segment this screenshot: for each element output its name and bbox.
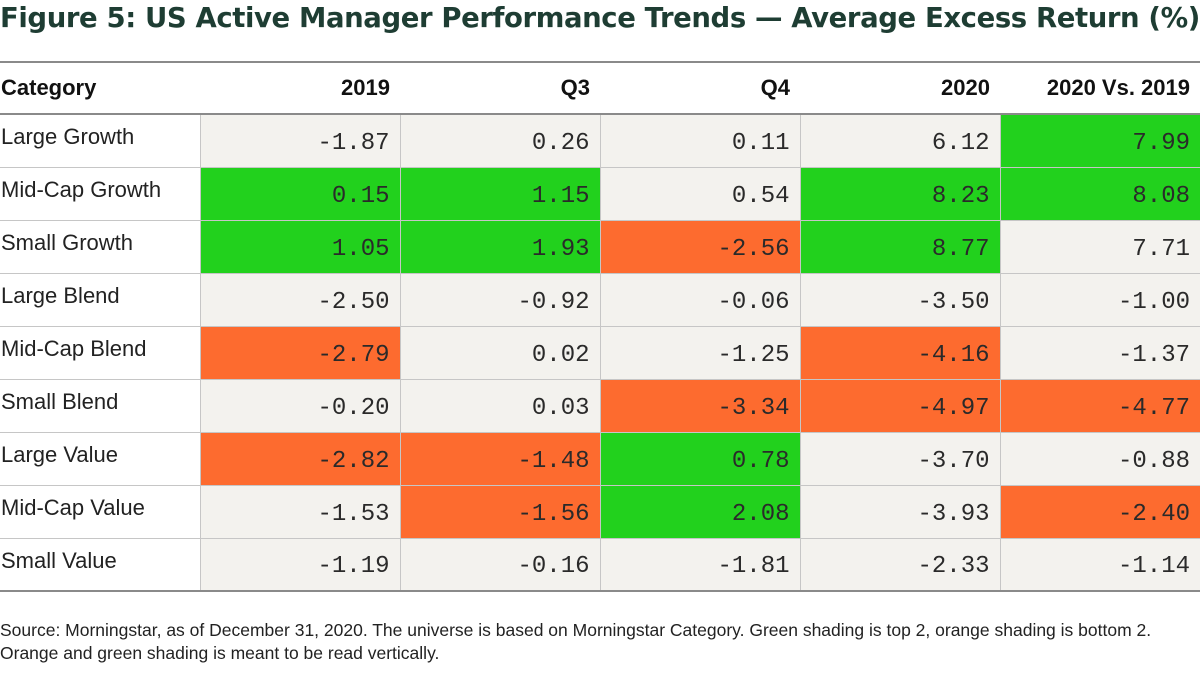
figure-title: Figure 5: US Active Manager Performance …	[0, 2, 1200, 34]
performance-table: Category 2019 Q3 Q4 2020 2020 Vs. 2019 L…	[0, 61, 1200, 592]
value-cell-2020: -3.70	[799, 431, 1000, 485]
value-cell-2020-vs-2019: 8.08	[999, 166, 1200, 220]
row-category-label: Small Value	[0, 537, 200, 592]
value-cell-2019: 1.05	[199, 219, 400, 273]
value-cell-q3: -1.48	[399, 431, 600, 485]
value-cell-2020-vs-2019: -4.77	[999, 378, 1200, 432]
row-category-label: Mid-Cap Growth	[0, 166, 200, 220]
table-row: Small Growth 1.05 1.93 -2.56 8.77 7.71	[0, 219, 1200, 273]
value-cell-2019: -2.82	[199, 431, 400, 485]
row-category-label: Small Blend	[0, 378, 200, 432]
value-cell-q3: -0.92	[399, 272, 600, 326]
value-cell-q4: -2.56	[599, 219, 800, 273]
value-cell-q3: -1.56	[399, 484, 600, 538]
value-cell-2020-vs-2019: 7.71	[999, 219, 1200, 273]
value-cell-2020-vs-2019: -2.40	[999, 484, 1200, 538]
value-cell-q4: -0.06	[599, 272, 800, 326]
table-row: Mid-Cap Value -1.53 -1.56 2.08 -3.93 -2.40	[0, 484, 1200, 538]
value-cell-2020: 6.12	[799, 113, 1000, 167]
value-cell-q4: -3.34	[599, 378, 800, 432]
value-cell-q3: 0.03	[399, 378, 600, 432]
value-cell-2020: 8.77	[799, 219, 1000, 273]
source-note: Source: Morningstar, as of December 31, …	[0, 620, 1152, 663]
value-cell-2020-vs-2019: -1.00	[999, 272, 1200, 326]
value-cell-q3: 0.26	[399, 113, 600, 167]
table-row: Mid-Cap Blend -2.79 0.02 -1.25 -4.16 -1.37	[0, 325, 1200, 379]
column-header-q3: Q3	[400, 61, 600, 115]
row-category-label: Small Growth	[0, 219, 200, 273]
row-category-label: Large Blend	[0, 272, 200, 326]
value-cell-2019: -1.19	[199, 537, 400, 592]
column-header-category: Category	[0, 61, 200, 115]
value-cell-2020: -3.93	[799, 484, 1000, 538]
value-cell-2019: -1.87	[199, 113, 400, 167]
value-cell-2019: -2.79	[199, 325, 400, 379]
value-cell-2020-vs-2019: -1.14	[999, 537, 1200, 592]
value-cell-2020: -3.50	[799, 272, 1000, 326]
table-body: Large Growth -1.87 0.26 0.11 6.12 7.99 Mid-Cap…	[0, 113, 1200, 592]
column-header-2020: 2020	[800, 61, 1000, 115]
value-cell-2019: 0.15	[199, 166, 400, 220]
value-cell-2019: -1.53	[199, 484, 400, 538]
table-row: Large Value -2.82 -1.48 0.78 -3.70 -0.88	[0, 431, 1200, 485]
column-header-2019: 2019	[200, 61, 400, 115]
value-cell-q3: -0.16	[399, 537, 600, 592]
row-category-label: Mid-Cap Value	[0, 484, 200, 538]
table-row: Mid-Cap Growth 0.15 1.15 0.54 8.23 8.08	[0, 166, 1200, 220]
value-cell-2020-vs-2019: -0.88	[999, 431, 1200, 485]
value-cell-2019: -0.20	[199, 378, 400, 432]
value-cell-2020-vs-2019: -1.37	[999, 325, 1200, 379]
value-cell-2020: 8.23	[799, 166, 1000, 220]
row-category-label: Mid-Cap Blend	[0, 325, 200, 379]
table-row: Small Value -1.19 -0.16 -1.81 -2.33 -1.14	[0, 537, 1200, 592]
value-cell-q4: -1.25	[599, 325, 800, 379]
value-cell-2020-vs-2019: 7.99	[999, 113, 1200, 167]
value-cell-2020: -4.97	[799, 378, 1000, 432]
value-cell-q4: 0.11	[599, 113, 800, 167]
value-cell-q4: 2.08	[599, 484, 800, 538]
header-row: Category 2019 Q3 Q4 2020 2020 Vs. 2019	[0, 61, 1200, 115]
column-header-2020-vs-2019: 2020 Vs. 2019	[1000, 61, 1200, 115]
value-cell-q4: -1.81	[599, 537, 800, 592]
table-row: Large Growth -1.87 0.26 0.11 6.12 7.99	[0, 113, 1200, 167]
value-cell-q3: 0.02	[399, 325, 600, 379]
table-row: Small Blend -0.20 0.03 -3.34 -4.97 -4.77	[0, 378, 1200, 432]
row-category-label: Large Value	[0, 431, 200, 485]
table-row: Large Blend -2.50 -0.92 -0.06 -3.50 -1.00	[0, 272, 1200, 326]
value-cell-q3: 1.93	[399, 219, 600, 273]
value-cell-q4: 0.54	[599, 166, 800, 220]
value-cell-2020: -2.33	[799, 537, 1000, 592]
value-cell-2019: -2.50	[199, 272, 400, 326]
column-header-q4: Q4	[600, 61, 800, 115]
value-cell-q4: 0.78	[599, 431, 800, 485]
row-category-label: Large Growth	[0, 113, 200, 167]
value-cell-q3: 1.15	[399, 166, 600, 220]
value-cell-2020: -4.16	[799, 325, 1000, 379]
